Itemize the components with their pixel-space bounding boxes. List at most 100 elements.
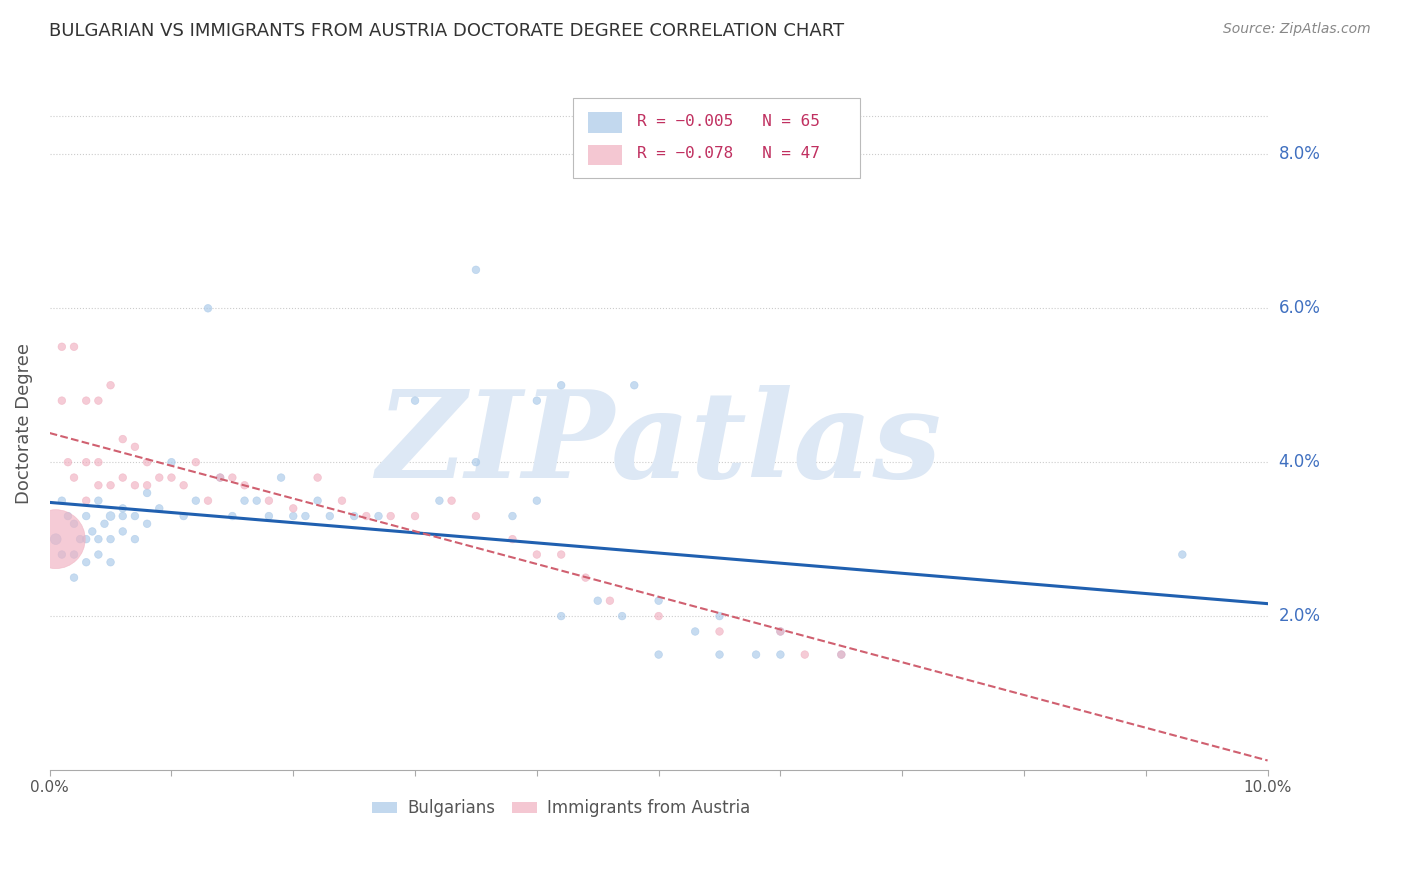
Point (63, 340, 86, 354)
Point (294, 509, 316, 524)
Y-axis label: Doctorate Degree: Doctorate Degree (15, 343, 32, 504)
Point (380, 509, 402, 524)
Point (148, 501, 170, 516)
Point (56, 509, 79, 524)
Point (709, 609, 731, 624)
Point (209, 470, 232, 484)
Point (404, 393, 426, 408)
Point (574, 571, 596, 585)
Point (69, 532, 91, 546)
Point (111, 470, 134, 484)
Point (356, 509, 378, 524)
Point (111, 509, 134, 524)
Point (586, 593, 609, 607)
Point (93, 516, 115, 531)
Point (610, 609, 633, 624)
Point (319, 509, 342, 524)
Point (501, 532, 523, 546)
FancyBboxPatch shape (588, 145, 621, 165)
Point (87, 532, 110, 546)
Point (709, 624, 731, 639)
Point (136, 486, 159, 500)
Point (307, 470, 329, 484)
Point (465, 262, 488, 277)
Point (550, 548, 572, 562)
Point (501, 509, 523, 524)
Point (830, 648, 852, 662)
Text: BULGARIAN VS IMMIGRANTS FROM AUSTRIA DOCTORATE DEGREE CORRELATION CHART: BULGARIAN VS IMMIGRANTS FROM AUSTRIA DOC… (49, 22, 845, 40)
Point (100, 532, 122, 546)
Point (124, 478, 146, 492)
Point (160, 470, 183, 484)
Point (745, 648, 768, 662)
Point (51, 393, 73, 408)
Point (647, 593, 669, 607)
Point (440, 493, 463, 508)
Point (599, 593, 621, 607)
Point (75, 555, 97, 569)
Point (100, 509, 122, 524)
Point (111, 432, 134, 446)
Point (647, 648, 669, 662)
Text: 8.0%: 8.0% (1278, 145, 1320, 163)
Point (526, 548, 548, 562)
Point (45, 532, 67, 546)
Point (465, 509, 488, 524)
Point (343, 509, 366, 524)
Point (51, 493, 73, 508)
Point (87, 393, 110, 408)
Point (124, 440, 146, 454)
Point (1171, 548, 1194, 562)
Point (197, 301, 219, 316)
Point (550, 378, 572, 392)
Point (221, 509, 243, 524)
Text: 6.0%: 6.0% (1278, 300, 1320, 318)
Point (257, 493, 280, 508)
Point (769, 624, 792, 639)
Point (173, 478, 195, 492)
Point (221, 470, 243, 484)
Point (623, 378, 645, 392)
Point (87, 548, 110, 562)
Text: ZIPatlas: ZIPatlas (375, 385, 941, 504)
Point (63, 571, 86, 585)
Point (136, 478, 159, 492)
Point (45, 532, 67, 546)
Point (209, 470, 232, 484)
Point (136, 516, 159, 531)
Point (63, 548, 86, 562)
Point (367, 509, 389, 524)
Point (111, 501, 134, 516)
Point (830, 648, 852, 662)
Text: R = −0.005   N = 65: R = −0.005 N = 65 (637, 113, 820, 128)
Point (465, 455, 488, 469)
Point (63, 516, 86, 531)
Point (683, 624, 706, 639)
Point (100, 378, 122, 392)
Point (87, 478, 110, 492)
Point (769, 648, 792, 662)
Point (75, 393, 97, 408)
Text: 4.0%: 4.0% (1278, 453, 1320, 471)
Point (709, 648, 731, 662)
Point (51, 340, 73, 354)
Point (111, 524, 134, 539)
Point (283, 509, 305, 524)
Point (330, 493, 353, 508)
Text: Source: ZipAtlas.com: Source: ZipAtlas.com (1223, 22, 1371, 37)
Point (82, 524, 104, 539)
Point (124, 532, 146, 546)
Text: 2.0%: 2.0% (1278, 607, 1320, 625)
Point (526, 493, 548, 508)
Point (184, 455, 207, 469)
Point (526, 393, 548, 408)
Point (75, 455, 97, 469)
Point (550, 609, 572, 624)
Point (270, 470, 292, 484)
Point (429, 493, 451, 508)
Point (63, 470, 86, 484)
Point (56, 455, 79, 469)
Point (100, 478, 122, 492)
Point (87, 493, 110, 508)
Point (75, 493, 97, 508)
